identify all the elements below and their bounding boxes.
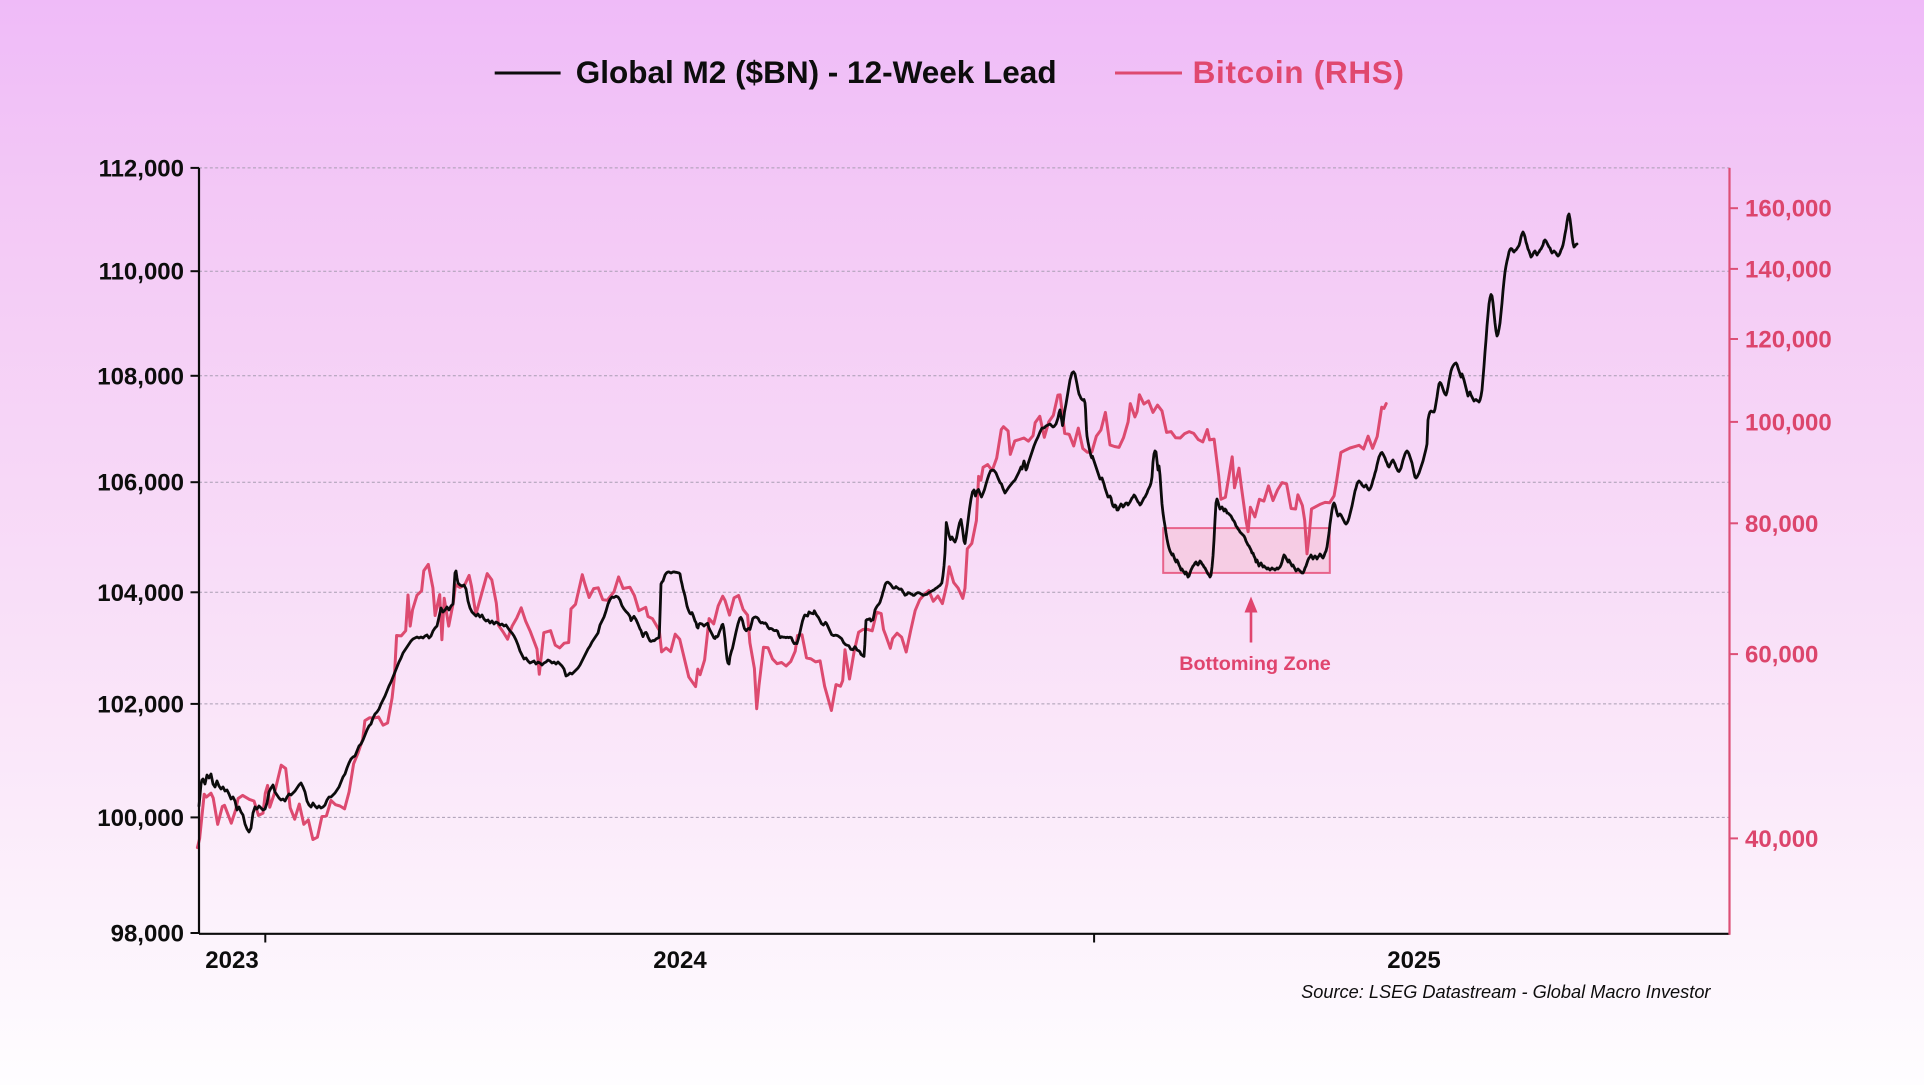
svg-text:2023: 2023 bbox=[205, 947, 258, 974]
svg-text:40,000: 40,000 bbox=[1745, 826, 1818, 853]
svg-text:102,000: 102,000 bbox=[97, 691, 184, 718]
svg-text:2025: 2025 bbox=[1387, 947, 1440, 974]
svg-text:140,000: 140,000 bbox=[1745, 256, 1832, 283]
svg-text:100,000: 100,000 bbox=[1745, 409, 1832, 436]
svg-text:100,000: 100,000 bbox=[97, 805, 184, 832]
svg-text:98,000: 98,000 bbox=[111, 921, 184, 948]
svg-text:Bitcoin (RHS): Bitcoin (RHS) bbox=[1193, 54, 1405, 90]
svg-text:160,000: 160,000 bbox=[1745, 196, 1832, 223]
svg-text:112,000: 112,000 bbox=[99, 155, 184, 182]
svg-text:2024: 2024 bbox=[653, 947, 707, 974]
svg-text:104,000: 104,000 bbox=[97, 580, 184, 607]
svg-text:60,000: 60,000 bbox=[1745, 642, 1818, 669]
svg-text:106,000: 106,000 bbox=[97, 470, 184, 497]
svg-text:120,000: 120,000 bbox=[1745, 327, 1832, 354]
svg-text:110,000: 110,000 bbox=[99, 259, 184, 286]
svg-text:80,000: 80,000 bbox=[1745, 511, 1818, 538]
svg-text:108,000: 108,000 bbox=[97, 363, 184, 390]
svg-text:Bottoming Zone: Bottoming Zone bbox=[1179, 653, 1331, 675]
svg-text:Global M2 ($BN) - 12-Week Lead: Global M2 ($BN) - 12-Week Lead bbox=[576, 54, 1057, 90]
svg-text:Source: LSEG Datastream - Glob: Source: LSEG Datastream - Global Macro I… bbox=[1301, 982, 1711, 1002]
